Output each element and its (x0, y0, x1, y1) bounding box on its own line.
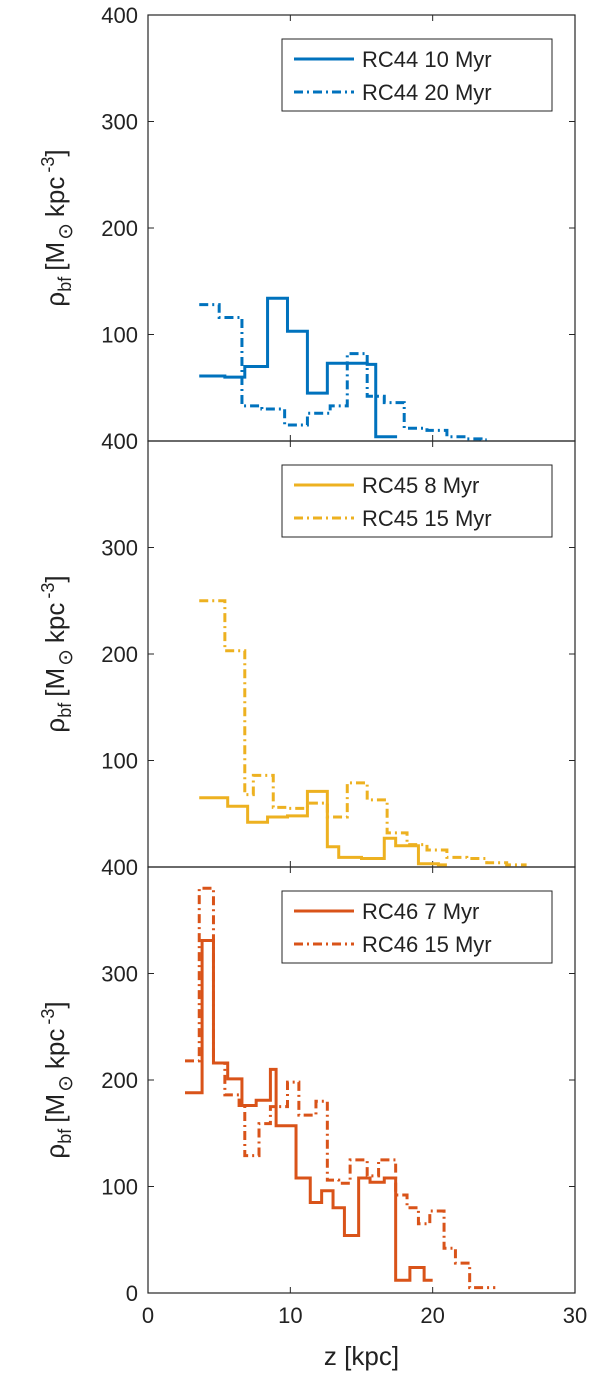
y-axis-label-units: [M (40, 242, 70, 271)
series-line-rc46-15-myr (185, 886, 496, 1290)
legend-entry: RC45 15 Myr (362, 506, 492, 531)
y-axis-label-exp: -3 (38, 583, 58, 599)
x-tick-label: 20 (420, 1303, 444, 1328)
y-axis-label-close: ] (40, 149, 70, 156)
y-axis-label-sun: ⊙ (55, 649, 77, 666)
legend: RC46 7 Myr RC46 15 Myr (281, 890, 553, 964)
legend-entry: RC46 7 Myr (362, 899, 479, 924)
y-axis-label-exp: -3 (38, 1009, 58, 1025)
y-axis-label-main: ρ (40, 292, 70, 307)
legend-box (281, 38, 553, 112)
legend-entry: RC44 20 Myr (362, 80, 492, 105)
legend-box (281, 890, 553, 964)
x-tick-label: 0 (142, 1303, 154, 1328)
y-axis-label-units: [M (40, 1094, 70, 1123)
x-tick-label: 30 (563, 1303, 587, 1328)
y-tick-label: 100 (101, 323, 138, 348)
y-tick-label: 200 (101, 642, 138, 667)
y-tick-label: 200 (101, 1068, 138, 1093)
y-axis-label-units: [M (40, 668, 70, 697)
x-tick-label: 10 (278, 1303, 302, 1328)
y-axis-label-main: ρ (40, 718, 70, 733)
series-line-rc44-10-myr (199, 296, 398, 439)
y-axis-label-close: ] (40, 1001, 70, 1008)
legend-box (281, 464, 553, 538)
series-line-rc46-7-myr (185, 938, 433, 1282)
legend: RC44 10 Myr RC44 20 Myr (281, 38, 553, 112)
y-tick-label: 400 (101, 429, 138, 454)
y-axis-label-sub: bf (55, 1128, 75, 1144)
y-axis-label-kpc: kpc (40, 1029, 70, 1069)
series-line-rc45-15-myr (199, 599, 527, 867)
y-tick-label: 400 (101, 855, 138, 880)
y-axis-label-exp: -3 (38, 157, 58, 173)
y-axis-label: ρbf [M ⊙ kpc -3] (38, 575, 77, 732)
y-tick-label: 0 (126, 1281, 138, 1306)
y-tick-label: 300 (101, 962, 138, 987)
y-tick-label: 400 (101, 3, 138, 28)
y-tick-label: 300 (101, 110, 138, 135)
y-axis-label: ρbf [M ⊙ kpc -3] (38, 1001, 77, 1158)
y-axis-label-sun: ⊙ (55, 1075, 77, 1092)
y-tick-label: 300 (101, 536, 138, 561)
legend-entry: RC46 15 Myr (362, 932, 492, 957)
y-axis-label-close: ] (40, 575, 70, 582)
y-axis-label-sub: bf (55, 276, 75, 292)
y-axis-label-kpc: kpc (40, 603, 70, 643)
legend: RC45 8 Myr RC45 15 Myr (281, 464, 553, 538)
series-line-rc44-20-myr (199, 303, 487, 442)
y-tick-label: 100 (101, 1175, 138, 1200)
y-tick-label: 100 (101, 749, 138, 774)
legend-entry: RC45 8 Myr (362, 473, 479, 498)
y-axis-label: ρbf [M ⊙ kpc -3] (38, 149, 77, 306)
panel-2: 400 300 200 100 ρbf [M ⊙ kpc -3] RC45 8 Myr RC45 1… (38, 429, 576, 868)
y-tick-label: 200 (101, 216, 138, 241)
x-axis-label: z [kpc] (324, 1341, 399, 1371)
y-axis-label-sub: bf (55, 702, 75, 718)
y-axis-label-kpc: kpc (40, 177, 70, 217)
legend-entry: RC44 10 Myr (362, 47, 492, 72)
y-axis-label-main: ρ (40, 1144, 70, 1159)
y-axis-label-sun: ⊙ (55, 223, 77, 240)
